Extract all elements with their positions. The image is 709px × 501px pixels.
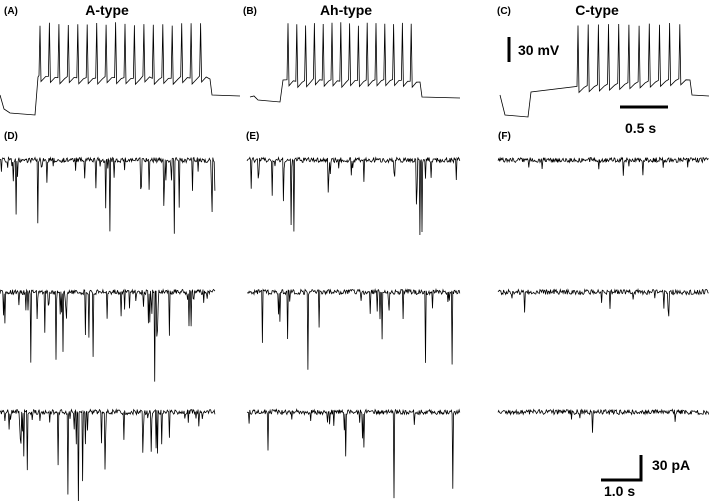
panel-label: (E) [246, 131, 259, 142]
scale-bar [601, 455, 643, 482]
trace [497, 408, 709, 433]
panel-title: C-type [575, 2, 619, 18]
panel-label: (D) [4, 131, 18, 142]
trace [497, 156, 709, 176]
trace [497, 287, 709, 317]
scale-label: 30 pA [652, 457, 690, 473]
trace [246, 408, 461, 499]
trace [0, 288, 216, 382]
panel-label: (F) [498, 131, 511, 142]
panel-label: (C) [497, 6, 511, 17]
trace [249, 22, 461, 103]
scale-label: 1.0 s [604, 483, 635, 499]
panel-title: A-type [85, 2, 129, 18]
panel-label: (A) [4, 6, 18, 17]
trace [0, 408, 216, 501]
scale-label: 30 mV [518, 42, 560, 58]
panel-title: Ah-type [320, 2, 372, 18]
trace [0, 156, 216, 234]
traces [0, 22, 709, 501]
trace [499, 22, 709, 118]
scale-label: 0.5 s [625, 120, 656, 136]
trace [0, 22, 241, 116]
panel-label: (B) [243, 6, 257, 17]
trace [247, 287, 461, 370]
trace [246, 156, 461, 236]
